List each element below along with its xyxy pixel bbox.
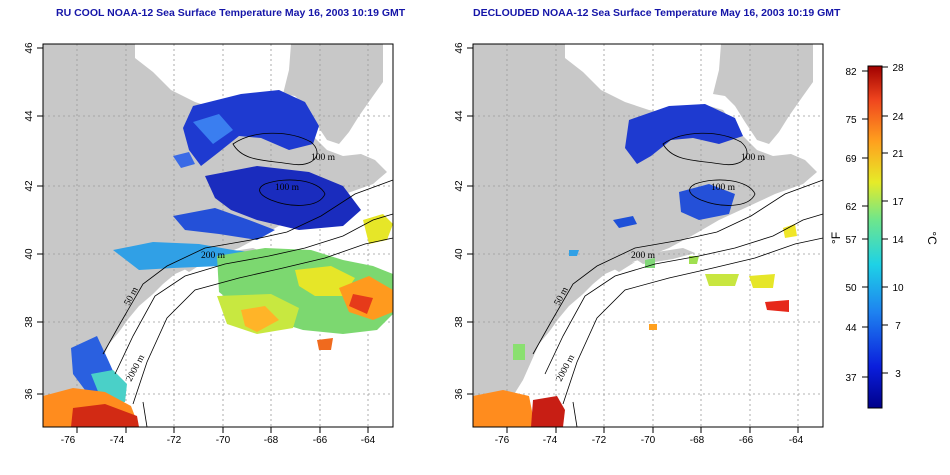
fahrenheit-tick: 62 bbox=[845, 202, 857, 213]
right-map-panel: 100 m 100 m 200 m 50 m 2000 m bbox=[472, 43, 824, 428]
right-map-frame bbox=[472, 43, 824, 428]
contour-label: 200 m bbox=[201, 251, 226, 261]
x-tick-label: -66 bbox=[739, 435, 754, 446]
celsius-tick: 3 bbox=[895, 369, 901, 380]
x-tick-label: -70 bbox=[216, 435, 231, 446]
fahrenheit-tick: 82 bbox=[845, 67, 857, 78]
fahrenheit-tick: 37 bbox=[845, 373, 857, 384]
x-tick-label: -64 bbox=[789, 435, 804, 446]
y-tick-label: 44 bbox=[454, 110, 465, 122]
x-tick-label: -70 bbox=[641, 435, 656, 446]
colorbar: 82 75 69 62 57 50 44 37 28 24 21 17 14 1… bbox=[829, 63, 939, 409]
x-tick-label: -66 bbox=[313, 435, 328, 446]
contour-label: 100 m bbox=[741, 153, 766, 163]
x-tick-label: -68 bbox=[264, 435, 279, 446]
fahrenheit-tick: 50 bbox=[845, 283, 857, 294]
y-tick-label: 36 bbox=[454, 388, 465, 400]
y-tick-label: 40 bbox=[24, 248, 35, 260]
contour-label: 200 m bbox=[631, 251, 656, 261]
celsius-tick: 17 bbox=[892, 197, 904, 208]
y-tick-label: 38 bbox=[24, 316, 35, 328]
left-map-panel: 100 m 100 m 200 m 50 m 2000 m bbox=[42, 43, 394, 428]
x-tick-label: -74 bbox=[110, 435, 125, 446]
sst-patches bbox=[43, 90, 393, 427]
x-tick-label: -72 bbox=[592, 435, 607, 446]
fahrenheit-tick: 57 bbox=[845, 235, 857, 246]
fahrenheit-tick: 75 bbox=[845, 115, 857, 126]
y-tick-label: 42 bbox=[24, 180, 35, 192]
left-map-frame bbox=[42, 43, 394, 428]
y-tick-label: 46 bbox=[454, 42, 465, 54]
x-tick-label: -72 bbox=[167, 435, 182, 446]
celsius-tick: 21 bbox=[892, 149, 904, 160]
y-tick-label: 38 bbox=[454, 316, 465, 328]
left-axis-ticks bbox=[37, 47, 369, 433]
celsius-tick: 28 bbox=[892, 63, 904, 74]
left-panel-title: RU COOL NOAA-12 Sea Surface Temperature … bbox=[56, 7, 406, 19]
celsius-tick: 24 bbox=[892, 112, 904, 123]
y-tick-label: 36 bbox=[24, 388, 35, 400]
y-tick-label: 42 bbox=[454, 180, 465, 192]
sst-patches bbox=[473, 104, 797, 427]
x-tick-label: -68 bbox=[690, 435, 705, 446]
celsius-tick: 7 bbox=[895, 321, 901, 332]
y-tick-label: 44 bbox=[24, 110, 35, 122]
right-panel-title: DECLOUDED NOAA-12 Sea Surface Temperatur… bbox=[473, 7, 841, 19]
x-tick-label: -74 bbox=[543, 435, 558, 446]
contour-label: 100 m bbox=[711, 183, 736, 193]
y-tick-label: 46 bbox=[24, 42, 35, 54]
bathymetry-contours bbox=[532, 132, 824, 428]
bathymetry-contours bbox=[102, 132, 394, 428]
celsius-tick: 14 bbox=[892, 235, 904, 246]
fahrenheit-label: °F bbox=[829, 232, 843, 244]
fahrenheit-tick: 44 bbox=[845, 323, 857, 334]
x-tick-label: -64 bbox=[361, 435, 376, 446]
celsius-tick: 10 bbox=[892, 283, 904, 294]
y-tick-label: 40 bbox=[454, 248, 465, 260]
contour-label: 100 m bbox=[311, 153, 336, 163]
fahrenheit-tick: 69 bbox=[845, 154, 857, 165]
contour-label: 100 m bbox=[275, 183, 300, 193]
colorbar-gradient bbox=[867, 65, 883, 409]
x-tick-label: -76 bbox=[61, 435, 76, 446]
right-axis-ticks bbox=[467, 47, 799, 433]
celsius-label: °C bbox=[925, 231, 939, 245]
x-tick-label: -76 bbox=[495, 435, 510, 446]
